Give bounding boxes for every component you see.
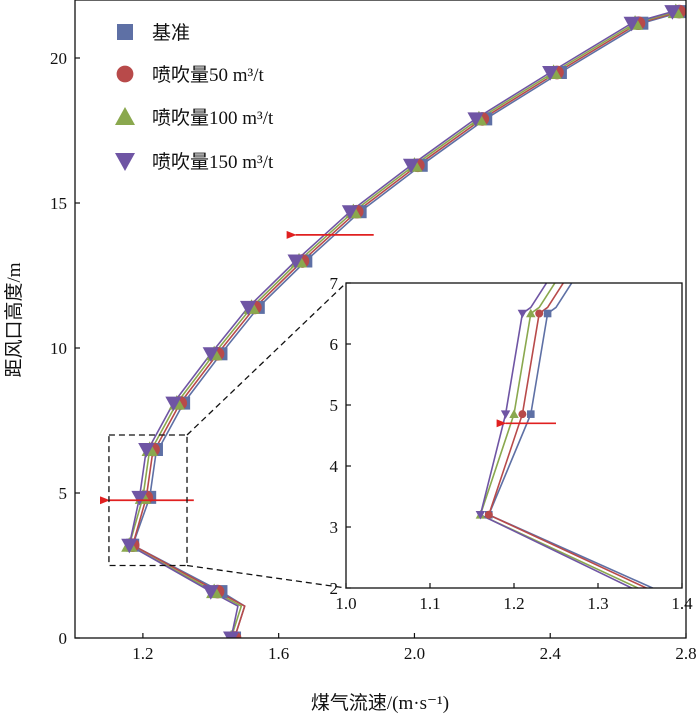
legend-marker-1: [116, 65, 134, 83]
inset-point-0: [527, 410, 535, 418]
inset-plot: 1.0 1.1 1.2 1.3 1.4 2 3 4 5 6 7: [330, 274, 694, 613]
inset-y-tick-label: 7: [330, 274, 339, 293]
main-y-tick-label: 15: [50, 194, 67, 213]
inset-point-3: [500, 410, 511, 419]
main-point-3: [223, 631, 240, 638]
main-point-3: [623, 16, 640, 32]
x-axis-label: 煤气流速/(m·s⁻¹): [311, 692, 449, 714]
inset-point-3: [517, 309, 528, 319]
inset-point-2: [526, 308, 536, 318]
zoom-guide-line: [186, 282, 347, 436]
main-point-3: [131, 490, 148, 506]
main-x-tick-label: 2.4: [540, 644, 562, 663]
legend-marker-0: [117, 24, 133, 40]
inset-y-tick-label: 5: [330, 396, 339, 415]
zoom-box: [108, 434, 188, 567]
inset-x-tick-label: 1.1: [419, 594, 440, 613]
main-y-tick-label: 0: [59, 629, 68, 648]
inset-x-tick-label: 1.0: [335, 594, 356, 613]
legend-label-2: 喷吹量100 m³/t: [152, 107, 274, 129]
main-x-tick-label: 2.8: [675, 644, 696, 663]
main-plot: 1.2 1.6 2.0 2.4 2.8 0 5 10 15 20: [50, 0, 697, 663]
legend-label-1: 喷吹量50 m³/t: [152, 64, 265, 86]
main-point-3: [138, 443, 155, 458]
inset-y-tick-label: 3: [330, 518, 339, 537]
inset-x-tick-label: 1.3: [587, 594, 608, 613]
main-point-3: [664, 5, 681, 20]
main-point-3: [402, 158, 420, 174]
inset-y-tick-label: 2: [330, 579, 339, 598]
legend-marker-2: [115, 107, 135, 125]
inset-series-line-2: [479, 283, 640, 588]
main-point-3: [239, 300, 257, 316]
legend-marker-3: [115, 153, 135, 171]
inset-point-3: [475, 511, 486, 520]
inset-point-2: [509, 409, 519, 418]
main-point-3: [287, 254, 304, 270]
y-axis-label: 距风口高度/m: [3, 262, 25, 377]
main-point-3: [341, 205, 359, 220]
inset-series-line-1: [487, 283, 649, 588]
main-point-3: [121, 538, 138, 554]
main-y-tick-label: 10: [50, 339, 67, 358]
main-point-3: [165, 396, 182, 412]
main-point-3: [202, 585, 219, 600]
inset-y-tick-label: 4: [330, 457, 339, 476]
main-x-tick-label: 1.6: [268, 644, 289, 663]
main-frame: [74, 0, 687, 639]
inset-point-1: [484, 510, 493, 519]
inset-y-tick-label: 6: [330, 335, 339, 354]
inset-x-tick-label: 1.2: [503, 594, 524, 613]
inset-x-tick-label: 1.4: [671, 594, 693, 613]
legend-label-0: 基准: [152, 22, 190, 44]
main-y-tick-label: 5: [59, 484, 68, 503]
main-x-tick-label: 1.2: [132, 644, 153, 663]
inset-series-line-0: [487, 283, 655, 588]
inset-background: [346, 283, 682, 588]
inset-point-1: [518, 410, 527, 419]
main-point-3: [467, 112, 484, 128]
main-y-tick-label: 20: [50, 49, 67, 68]
inset-series-line-3: [479, 283, 634, 588]
zoom-guide-line: [186, 564, 347, 589]
inset-point-0: [543, 309, 552, 318]
main-point-3: [542, 66, 559, 81]
inset-point-1: [535, 309, 544, 318]
legend-label-3: 喷吹量150 m³/t: [152, 151, 274, 173]
main-point-3: [202, 347, 219, 362]
main-x-tick-label: 2.0: [404, 644, 425, 663]
